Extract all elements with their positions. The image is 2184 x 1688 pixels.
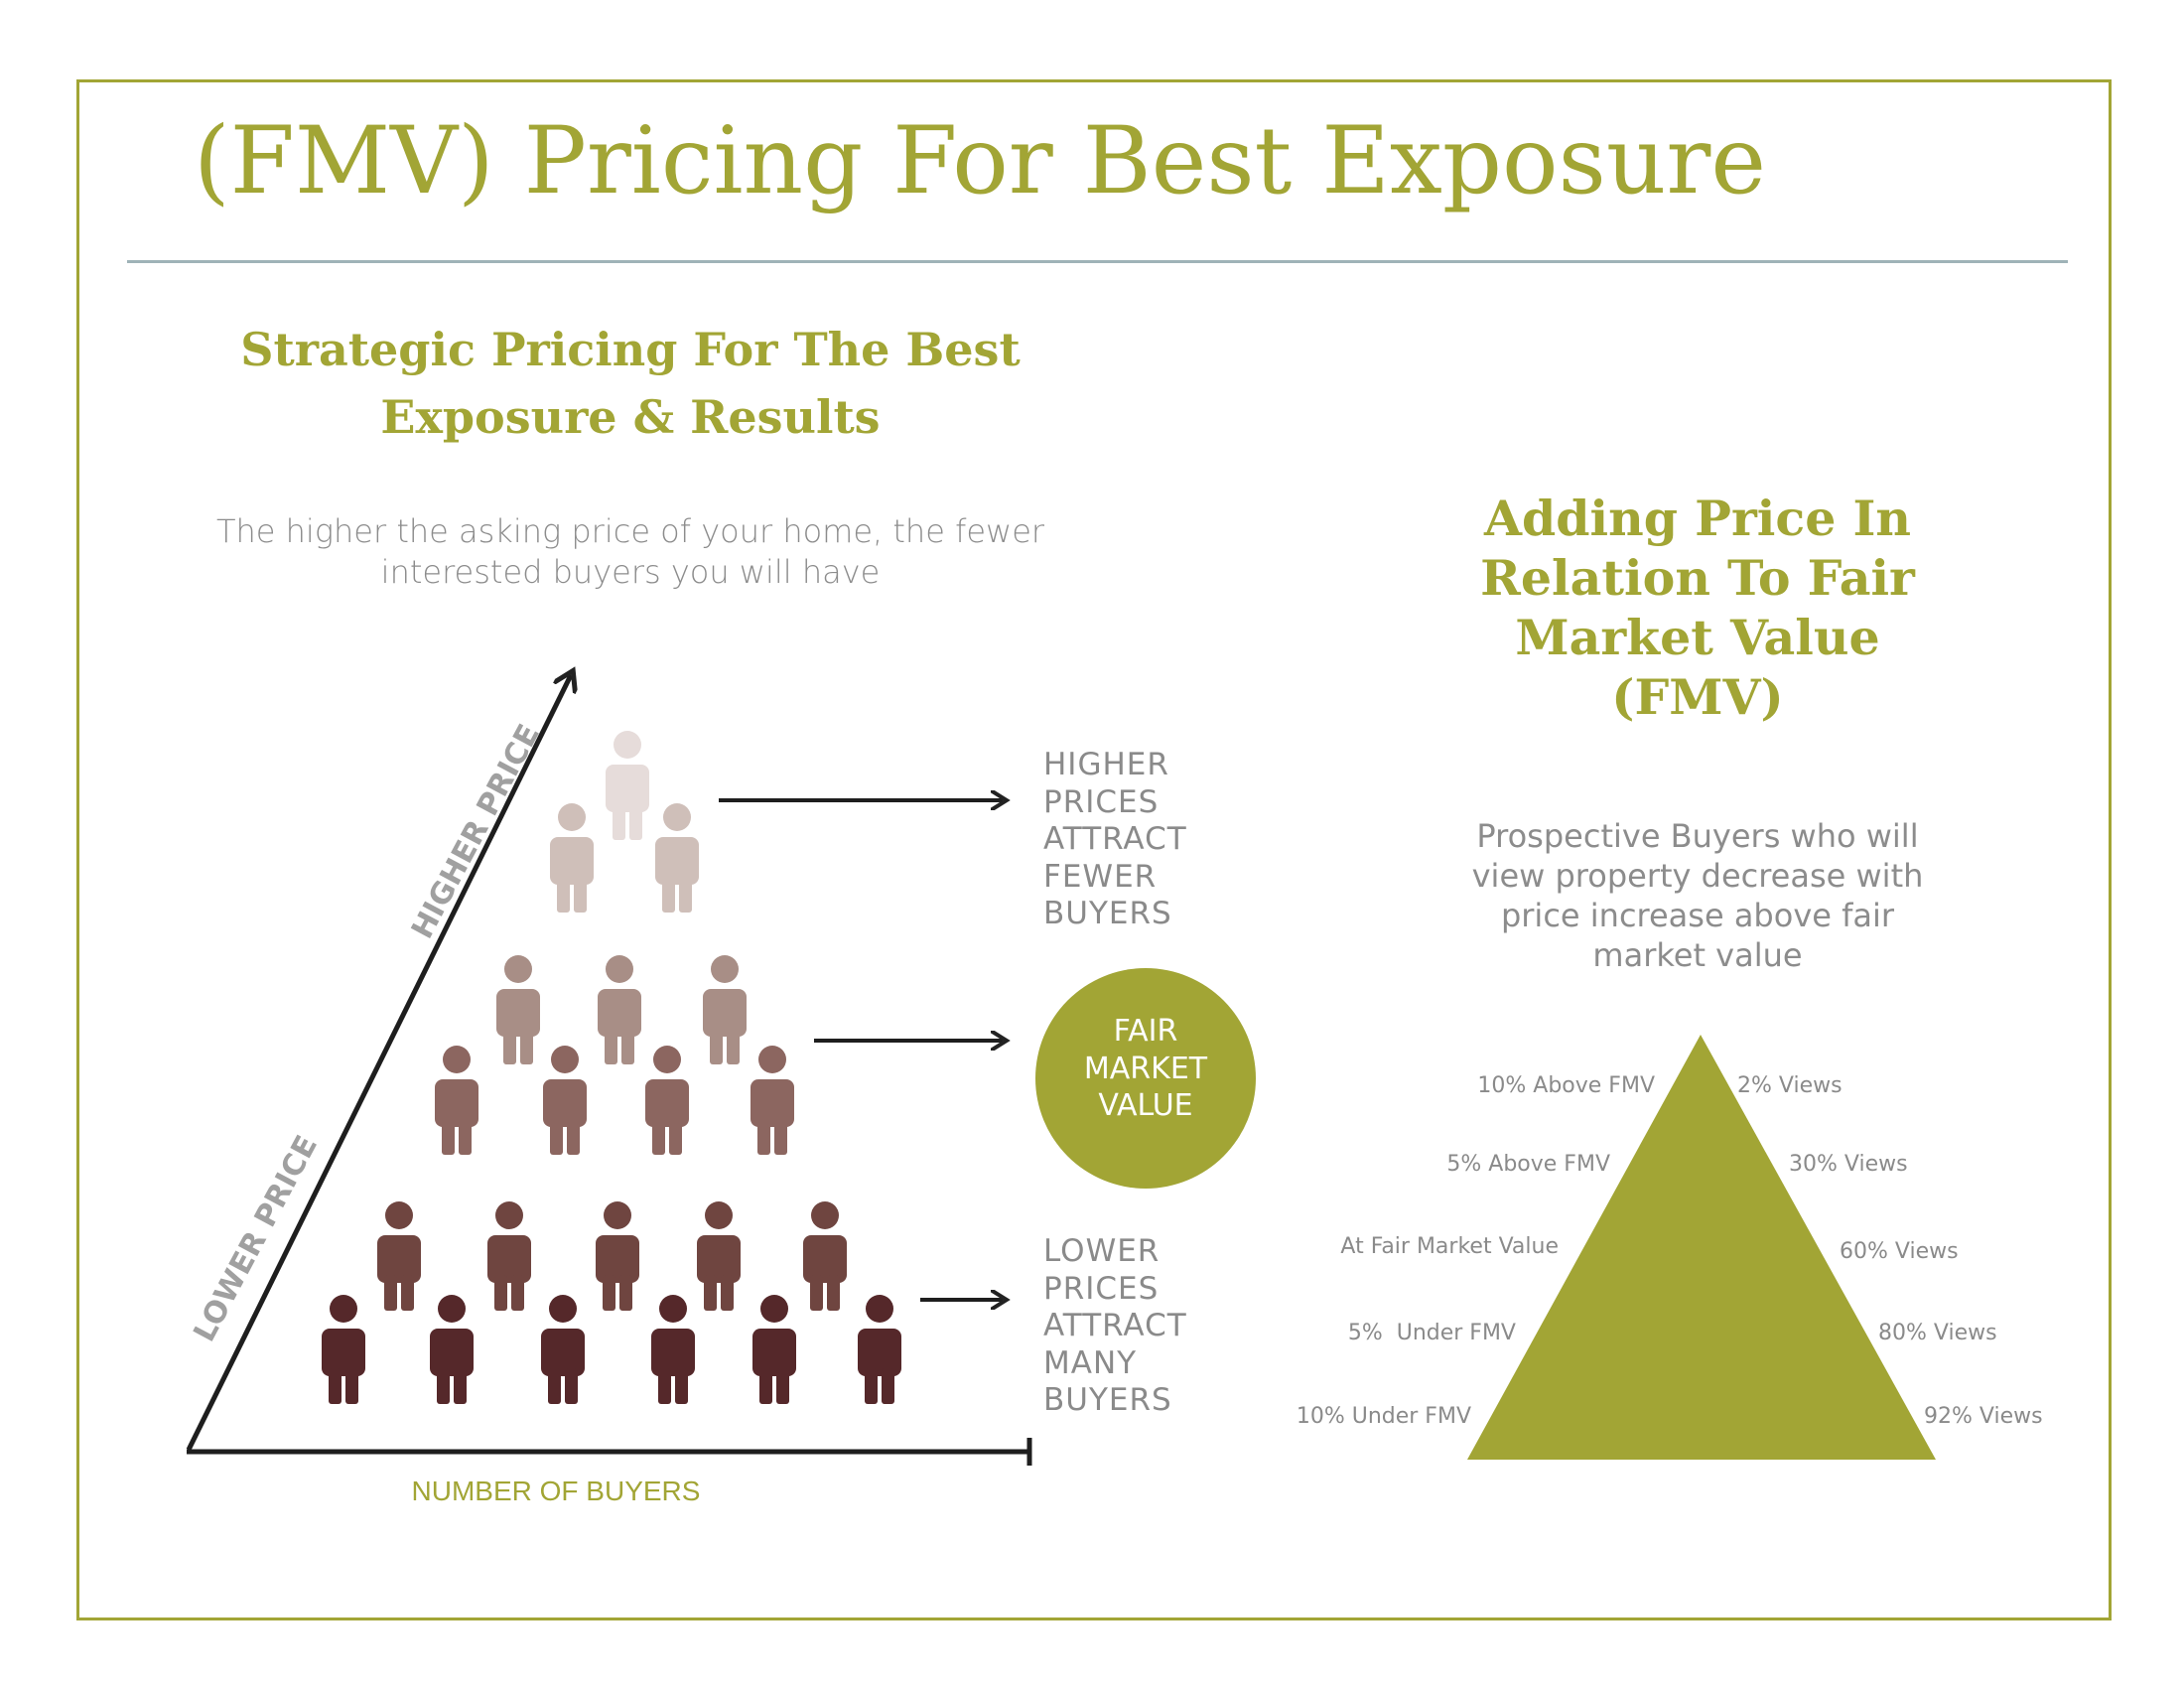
views-level-label: 80% Views xyxy=(1878,1321,1997,1345)
right-subtitle-line-3: price increase above fair xyxy=(1430,896,1966,935)
fmv-circle-label: FAIR MARKET VALUE xyxy=(1035,1013,1256,1125)
person-icon xyxy=(541,1295,585,1404)
person-icon xyxy=(703,955,747,1064)
higher-prices-label: HIGHER PRICES ATTRACT FEWER BUYERS xyxy=(1043,747,1262,933)
price-level-label: 5% Under FMV xyxy=(1348,1321,1516,1345)
person-icon xyxy=(430,1295,474,1404)
person-icon xyxy=(487,1201,531,1311)
person-icon xyxy=(655,803,699,913)
person-icon xyxy=(596,1201,639,1311)
person-icon xyxy=(803,1201,847,1311)
views-level-label: 30% Views xyxy=(1789,1152,1908,1177)
right-heading-line-3: Market Value xyxy=(1430,608,1966,667)
person-icon xyxy=(543,1046,587,1155)
person-icon xyxy=(435,1046,478,1155)
person-icon xyxy=(752,1295,796,1404)
price-level-label: 10% Above FMV xyxy=(1477,1073,1655,1098)
price-level-label: 5% Above FMV xyxy=(1446,1152,1610,1177)
right-subtitle-line-4: market value xyxy=(1430,935,1966,975)
person-icon xyxy=(858,1295,901,1404)
right-subtitle: Prospective Buyers who will view propert… xyxy=(1430,816,1966,975)
price-level-label: 10% Under FMV xyxy=(1297,1404,1471,1429)
right-subtitle-line-1: Prospective Buyers who will xyxy=(1430,816,1966,856)
lower-prices-label: LOWER PRICES ATTRACT MANY BUYERS xyxy=(1043,1233,1262,1420)
person-icon xyxy=(645,1046,689,1155)
person-icon xyxy=(697,1201,741,1311)
person-icon xyxy=(377,1201,421,1311)
person-icon xyxy=(322,1295,365,1404)
right-heading-line-2: Relation To Fair xyxy=(1430,548,1966,608)
views-level-label: 60% Views xyxy=(1840,1239,1959,1264)
person-icon xyxy=(606,731,649,840)
views-level-label: 92% Views xyxy=(1924,1404,2043,1429)
x-axis-label: NUMBER OF BUYERS xyxy=(377,1476,735,1507)
price-level-label: At Fair Market Value xyxy=(1340,1234,1559,1259)
right-heading: Adding Price In Relation To Fair Market … xyxy=(1430,489,1966,727)
right-heading-line-4: (FMV) xyxy=(1430,667,1966,727)
right-heading-line-1: Adding Price In xyxy=(1430,489,1966,548)
right-subtitle-line-2: view property decrease with xyxy=(1430,856,1966,896)
person-icon xyxy=(550,803,594,913)
person-icon xyxy=(598,955,641,1064)
buyers-pyramid xyxy=(322,731,901,1404)
person-icon xyxy=(751,1046,794,1155)
views-level-label: 2% Views xyxy=(1737,1073,1843,1098)
person-icon xyxy=(496,955,540,1064)
person-icon xyxy=(651,1295,695,1404)
